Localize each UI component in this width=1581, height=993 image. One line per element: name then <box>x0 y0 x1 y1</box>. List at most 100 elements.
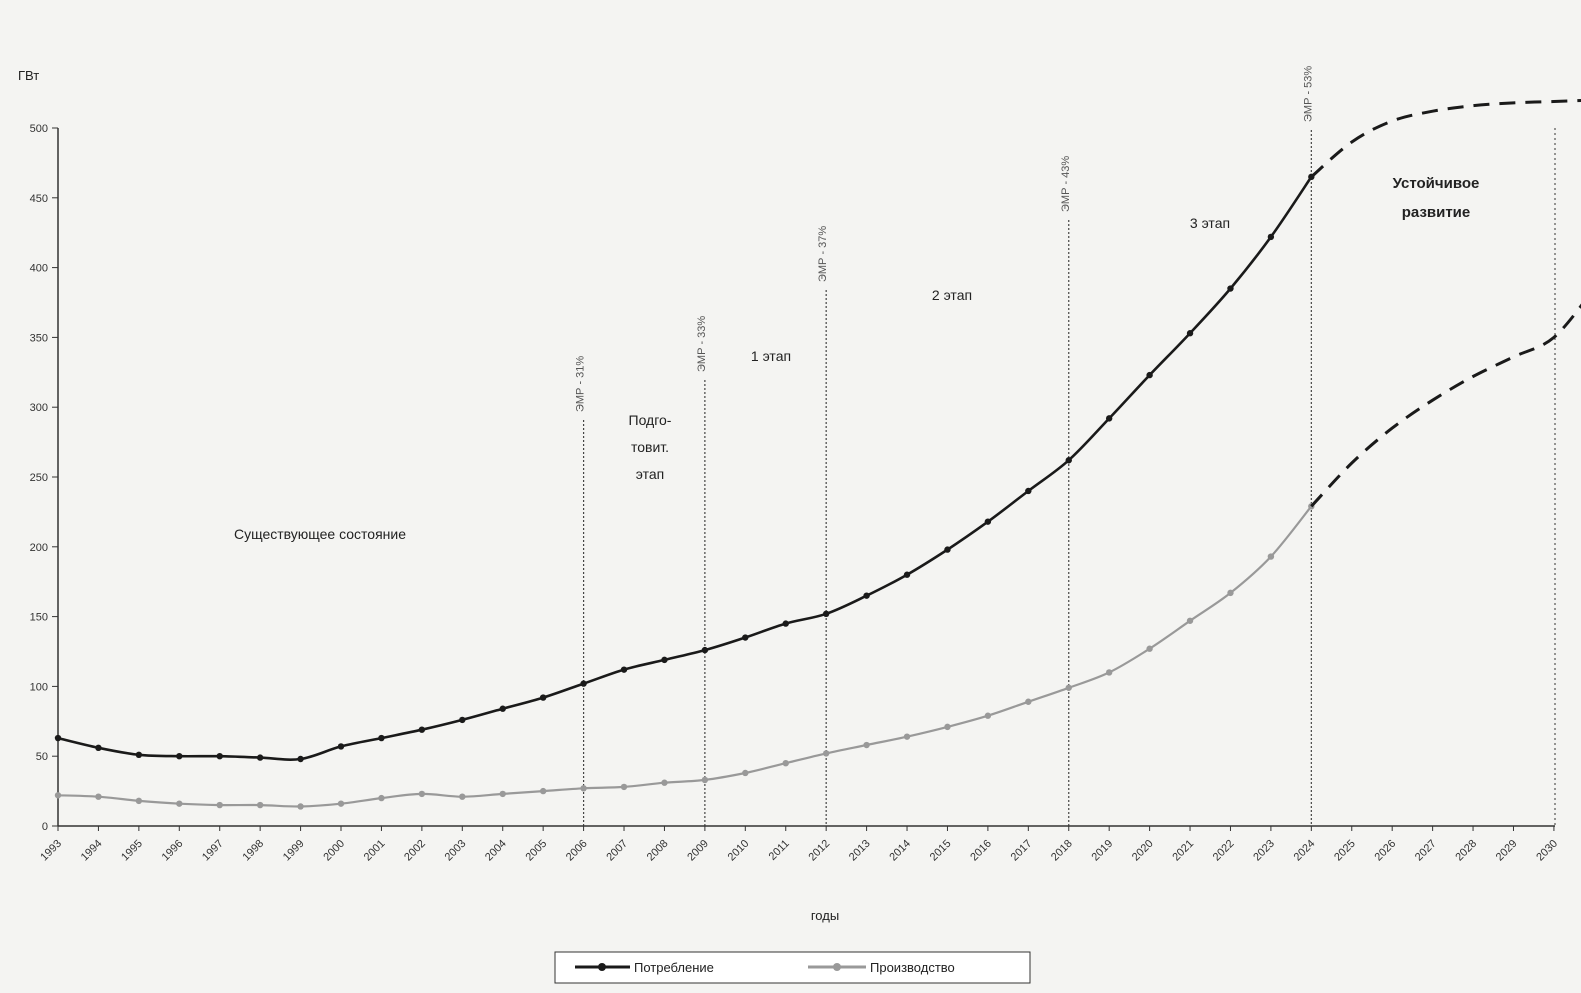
data-point-consumption <box>984 518 992 525</box>
stage-existing-label: Существующее состояние <box>234 526 406 542</box>
x-tick-label: 2018 <box>1049 838 1075 864</box>
data-point-production <box>620 783 628 791</box>
x-tick-label: 2024 <box>1292 838 1318 864</box>
data-point-production <box>216 801 223 809</box>
stage-sustainable-label-2: развитие <box>1402 204 1471 221</box>
x-tick-label: 2007 <box>604 838 630 864</box>
y-tick-label: 150 <box>30 612 48 624</box>
legend-marker-production <box>833 963 841 971</box>
data-point-production <box>944 723 951 731</box>
data-point-consumption <box>944 546 951 553</box>
data-point-consumption <box>95 744 102 752</box>
y-tick-label: 200 <box>30 542 48 554</box>
y-tick-label: 250 <box>30 472 48 484</box>
y-tick-label: 450 <box>30 193 48 205</box>
data-point-production <box>1186 617 1194 624</box>
marker-label: ЭМР - 37% <box>817 226 829 282</box>
marker-label: ЭМР - 53% <box>1302 66 1314 122</box>
data-point-consumption <box>1065 457 1072 464</box>
data-point-consumption <box>822 610 830 618</box>
data-point-consumption <box>742 634 749 641</box>
x-tick-label: 2017 <box>1009 838 1035 864</box>
x-tick-label: 2000 <box>321 838 347 864</box>
data-point-production <box>337 800 345 807</box>
x-tick-label: 2005 <box>523 838 549 864</box>
y-tick-label: 300 <box>30 402 48 414</box>
data-point-consumption <box>580 680 587 687</box>
data-point-consumption <box>135 751 143 759</box>
data-point-consumption <box>216 753 223 760</box>
marker-label: ЭМР - 33% <box>696 316 708 372</box>
data-point-production <box>1065 684 1072 691</box>
x-tick-label: 2021 <box>1170 838 1196 864</box>
data-point-production <box>539 787 547 795</box>
data-point-production <box>1025 698 1032 705</box>
x-tick-label: 1996 <box>160 838 186 864</box>
stage1-label: 1 этап <box>751 348 791 364</box>
y-ticks: 0 50 100 150 200 250 300 350 400 450 500 <box>30 123 58 833</box>
data-point-consumption <box>1227 285 1234 292</box>
data-point-production <box>95 793 102 800</box>
data-point-consumption <box>1025 487 1032 495</box>
data-point-consumption <box>54 734 62 742</box>
x-tick-label: 2011 <box>767 838 792 863</box>
x-tick-label: 2008 <box>645 838 671 864</box>
x-tick-label: 1998 <box>240 838 266 864</box>
y-tick-label: 400 <box>30 263 48 275</box>
legend: Потребление Производство <box>554 951 1031 984</box>
y-tick-label: 350 <box>30 332 48 344</box>
y-axis-title: ГВт <box>18 68 39 83</box>
data-point-consumption <box>176 753 183 760</box>
x-tick-label: 2030 <box>1534 838 1560 864</box>
data-point-consumption <box>661 656 668 664</box>
x-tick-label: 2025 <box>1332 838 1358 864</box>
x-axis-title: годы <box>811 908 839 923</box>
data-point-production <box>1105 669 1113 676</box>
data-point-production <box>256 801 264 809</box>
x-tick-label: 2003 <box>443 838 469 864</box>
x-tick-label: 2020 <box>1130 838 1156 864</box>
data-point-consumption <box>297 755 304 763</box>
series-line-consumption <box>57 176 1313 761</box>
x-tick-label: 2016 <box>968 838 994 864</box>
y-tick-label: 500 <box>30 123 48 135</box>
data-point-production <box>822 750 830 757</box>
x-tick-label: 2015 <box>928 838 954 864</box>
data-point-production <box>782 759 789 767</box>
data-point-production <box>459 793 466 800</box>
data-point-production <box>418 790 426 798</box>
data-point-consumption <box>1146 371 1153 379</box>
x-tick-label: 2027 <box>1413 838 1439 864</box>
stage-prep-label-3: этап <box>636 466 664 482</box>
data-point-consumption <box>499 705 506 712</box>
data-point-production <box>701 776 709 784</box>
data-point-production <box>903 733 911 740</box>
data-point-consumption <box>1267 233 1275 241</box>
data-point-production <box>135 797 143 805</box>
x-tick-label: 2026 <box>1373 838 1399 864</box>
x-tick-label: 2012 <box>806 838 832 864</box>
data-point-consumption <box>378 734 385 742</box>
data-point-consumption <box>418 726 426 733</box>
y-tick-label: 100 <box>30 681 48 693</box>
x-tick-label: 2019 <box>1090 838 1116 864</box>
x-tick-label: 2029 <box>1494 838 1520 864</box>
x-tick-label: 2006 <box>564 838 590 864</box>
stage-prep-label-1: Подго- <box>629 412 672 428</box>
data-point-production <box>54 792 62 799</box>
data-point-consumption <box>459 716 466 724</box>
x-tick-label: 1997 <box>200 838 226 864</box>
forecast-line-consumption <box>1310 99 1581 179</box>
x-tick-label: 1993 <box>38 838 64 864</box>
x-tick-label: 2004 <box>483 838 509 864</box>
marker-lines: ЭМР - 31% ЭМР - 33% ЭМР - 37% ЭМР - 43% ЭМР … <box>575 66 1314 826</box>
x-ticks: 1993 1994 1995 1996 1997 1998 1999 2000 2001 2002… <box>38 826 1560 863</box>
x-tick-label: 2013 <box>847 838 873 864</box>
stage2-label: 2 этап <box>932 287 972 303</box>
x-tick-label: 2022 <box>1211 838 1237 864</box>
x-tick-label: 2014 <box>887 838 913 864</box>
stage-sustainable-label-1: Устойчивое <box>1393 175 1480 192</box>
x-tick-label: 2028 <box>1453 838 1479 864</box>
x-tick-label: 1999 <box>281 838 307 864</box>
